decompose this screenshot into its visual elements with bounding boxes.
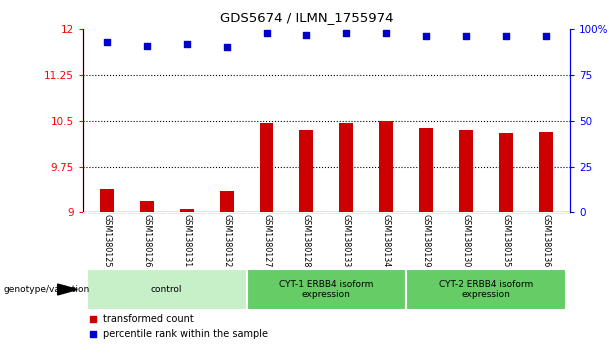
Bar: [459, 130, 473, 212]
Point: [341, 30, 351, 36]
Text: GSM1380128: GSM1380128: [302, 214, 311, 268]
Bar: [140, 201, 154, 212]
Point: [302, 32, 311, 37]
Bar: [259, 123, 273, 212]
Point: [381, 30, 391, 36]
Text: GSM1380133: GSM1380133: [342, 214, 351, 267]
Polygon shape: [58, 284, 77, 295]
Bar: [499, 133, 513, 212]
Text: GSM1380134: GSM1380134: [382, 214, 391, 267]
Point: [501, 33, 511, 39]
Text: GSM1380125: GSM1380125: [102, 214, 111, 268]
Bar: [219, 191, 234, 212]
Bar: [87, 269, 246, 310]
Text: GSM1380131: GSM1380131: [182, 214, 191, 267]
Text: GSM1380136: GSM1380136: [542, 214, 550, 267]
Bar: [180, 209, 194, 212]
Text: transformed count: transformed count: [103, 314, 194, 325]
Text: genotype/variation: genotype/variation: [3, 285, 89, 294]
Bar: [419, 128, 433, 212]
Text: GSM1380127: GSM1380127: [262, 214, 271, 268]
Text: GSM1380130: GSM1380130: [462, 214, 471, 267]
Point: [262, 30, 272, 36]
Text: percentile rank within the sample: percentile rank within the sample: [103, 329, 268, 339]
Bar: [379, 121, 394, 212]
Bar: [340, 123, 353, 212]
Point: [462, 33, 471, 39]
Point: [181, 41, 191, 46]
Point: [102, 39, 112, 45]
Point: [142, 42, 151, 48]
Text: GDS5674 / ILMN_1755974: GDS5674 / ILMN_1755974: [219, 11, 394, 24]
Text: CYT-2 ERBB4 isoform
expression: CYT-2 ERBB4 isoform expression: [439, 280, 533, 299]
Point: [541, 33, 551, 39]
Point: [421, 33, 431, 39]
Bar: [300, 130, 313, 212]
Text: CYT-1 ERBB4 isoform
expression: CYT-1 ERBB4 isoform expression: [280, 280, 373, 299]
Text: GSM1380126: GSM1380126: [142, 214, 151, 268]
Bar: [406, 269, 566, 310]
Bar: [539, 132, 553, 212]
Text: GSM1380135: GSM1380135: [501, 214, 511, 268]
Text: control: control: [151, 285, 183, 294]
Point: [88, 331, 98, 337]
Bar: [100, 189, 114, 212]
Bar: [246, 269, 406, 310]
Point: [222, 45, 232, 50]
Text: GSM1380129: GSM1380129: [422, 214, 431, 268]
Point: [88, 317, 98, 322]
Text: GSM1380132: GSM1380132: [222, 214, 231, 268]
